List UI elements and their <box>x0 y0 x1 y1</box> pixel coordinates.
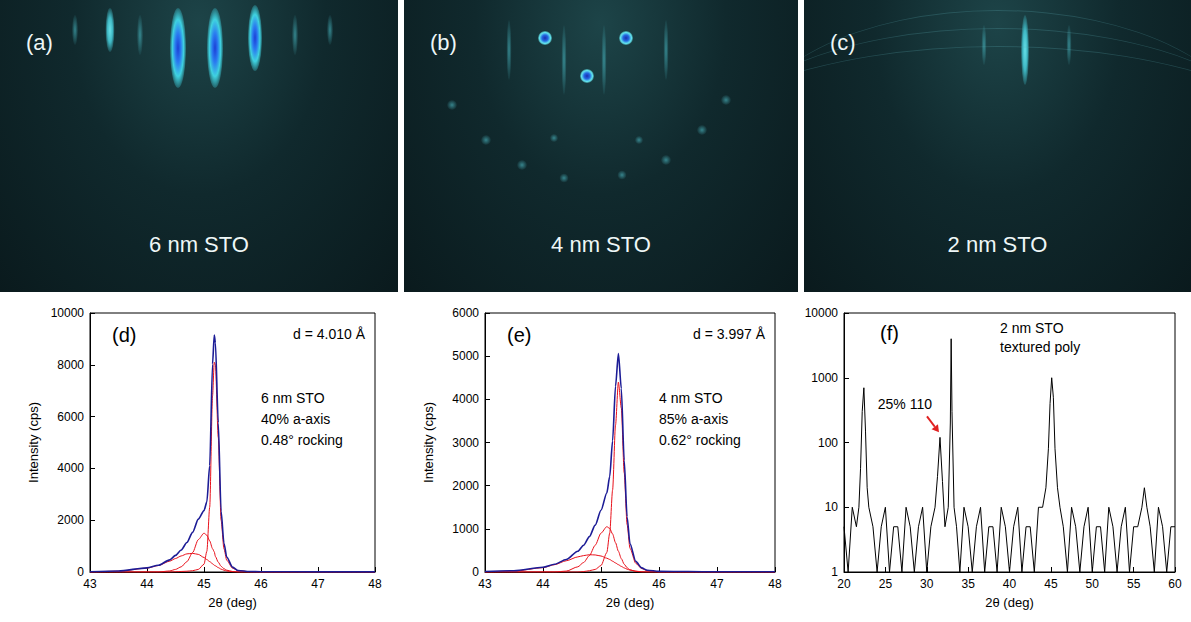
svg-text:8000: 8000 <box>57 358 84 372</box>
svg-text:45: 45 <box>197 577 211 591</box>
svg-text:10: 10 <box>825 500 839 514</box>
svg-text:2 nm STO: 2 nm STO <box>1000 320 1064 336</box>
svg-text:2000: 2000 <box>57 513 84 527</box>
svg-text:0: 0 <box>77 565 84 579</box>
svg-text:45: 45 <box>1044 577 1058 591</box>
svg-text:55: 55 <box>1127 577 1141 591</box>
svg-text:textured poly: textured poly <box>1000 339 1080 355</box>
svg-text:6 nm STO: 6 nm STO <box>261 390 325 406</box>
svg-text:6000: 6000 <box>452 306 479 320</box>
svg-text:Intensity (cps): Intensity (cps) <box>26 402 41 483</box>
svg-text:44: 44 <box>536 577 550 591</box>
svg-text:10000: 10000 <box>805 306 839 320</box>
svg-text:2θ (deg): 2θ (deg) <box>985 595 1033 610</box>
svg-text:4000: 4000 <box>452 392 479 406</box>
svg-text:43: 43 <box>83 577 97 591</box>
svg-text:d = 4.010 Å: d = 4.010 Å <box>293 326 366 342</box>
svg-text:40: 40 <box>1003 577 1017 591</box>
svg-text:0: 0 <box>472 565 479 579</box>
svg-text:2θ (deg): 2θ (deg) <box>208 595 256 610</box>
svg-text:2000: 2000 <box>452 479 479 493</box>
svg-text:45: 45 <box>594 577 608 591</box>
svg-text:46: 46 <box>652 577 666 591</box>
svg-text:(e): (e) <box>507 324 531 346</box>
svg-text:44: 44 <box>140 577 154 591</box>
svg-text:40% a-axis: 40% a-axis <box>261 411 330 427</box>
svg-text:43: 43 <box>478 577 492 591</box>
svg-text:5000: 5000 <box>452 349 479 363</box>
svg-text:Intensity (cps): Intensity (cps) <box>421 402 436 483</box>
html-text:6 nm STO: 6 nm STO <box>149 232 249 257</box>
svg-text:25% 110: 25% 110 <box>878 396 932 412</box>
svg-text:0.48° rocking: 0.48° rocking <box>261 432 343 448</box>
svg-text:1000: 1000 <box>452 522 479 536</box>
html-text:(c): (c) <box>830 30 856 55</box>
svg-text:35: 35 <box>961 577 975 591</box>
svg-text:48: 48 <box>768 577 782 591</box>
svg-text:2θ (deg): 2θ (deg) <box>606 595 654 610</box>
svg-text:(f): (f) <box>880 322 899 344</box>
svg-text:d = 3.997 Å: d = 3.997 Å <box>693 326 766 342</box>
svg-text:10000: 10000 <box>51 306 85 320</box>
svg-text:30: 30 <box>920 577 934 591</box>
svg-text:50: 50 <box>1086 577 1100 591</box>
svg-text:4 nm STO: 4 nm STO <box>659 390 723 406</box>
svg-text:100: 100 <box>818 436 838 450</box>
svg-text:1: 1 <box>831 565 838 579</box>
svg-text:3000: 3000 <box>452 436 479 450</box>
svg-text:85% a-axis: 85% a-axis <box>659 411 728 427</box>
svg-text:20: 20 <box>837 577 851 591</box>
svg-text:46: 46 <box>254 577 268 591</box>
svg-text:25: 25 <box>879 577 893 591</box>
svg-text:47: 47 <box>311 577 325 591</box>
svg-text:48: 48 <box>368 577 382 591</box>
svg-text:4000: 4000 <box>57 461 84 475</box>
svg-text:0.62° rocking: 0.62° rocking <box>659 432 741 448</box>
svg-text:6000: 6000 <box>57 410 84 424</box>
svg-text:(d): (d) <box>112 324 136 346</box>
html-text:2 nm STO: 2 nm STO <box>947 232 1048 257</box>
html-text:4 nm STO: 4 nm STO <box>551 232 651 257</box>
svg-text:60: 60 <box>1168 577 1182 591</box>
html-text:(a): (a) <box>26 30 53 55</box>
html-text:(b): (b) <box>430 30 457 55</box>
svg-text:1000: 1000 <box>811 371 838 385</box>
svg-text:47: 47 <box>710 577 724 591</box>
